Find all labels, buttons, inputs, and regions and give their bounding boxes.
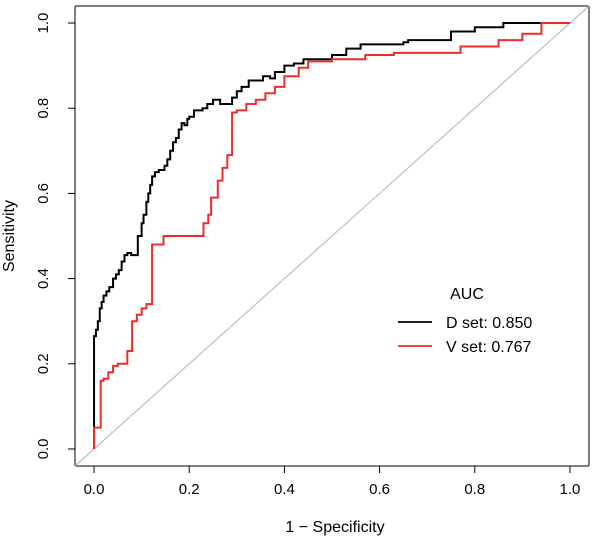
y-tick-label: 0.0 [35,439,52,460]
y-tick-label: 1.0 [35,13,52,34]
x-axis: 0.0 0.2 0.4 0.6 0.8 1.0 [84,466,581,498]
legend-label-v-set: V set: 0.767 [446,339,531,356]
reference-diagonal-line [74,5,590,467]
legend-label-d-set: D set: 0.850 [446,315,532,332]
x-tick-label: 0.6 [369,481,390,498]
x-tick-label: 0.2 [179,481,200,498]
y-tick-label: 0.8 [35,98,52,119]
series-line-d-set [93,22,570,449]
x-axis-title: 1 − Specificity [285,519,384,536]
y-tick-label: 0.4 [35,268,52,289]
y-tick-label: 0.2 [35,353,52,374]
y-axis: 0.0 0.2 0.4 0.6 0.8 1.0 [35,13,75,460]
plot-frame [74,5,590,467]
legend-title: AUC [450,286,484,303]
x-tick-label: 1.0 [560,481,581,498]
series-line-v-set [93,22,570,449]
series-layer [93,22,570,449]
x-tick-label: 0.8 [464,481,485,498]
x-tick-label: 0.0 [84,481,105,498]
x-tick-label: 0.4 [274,481,295,498]
y-tick-label: 0.6 [35,183,52,204]
legend: AUC D set: 0.850 V set: 0.767 [398,286,532,356]
y-axis-title: Sensitivity [1,200,18,272]
